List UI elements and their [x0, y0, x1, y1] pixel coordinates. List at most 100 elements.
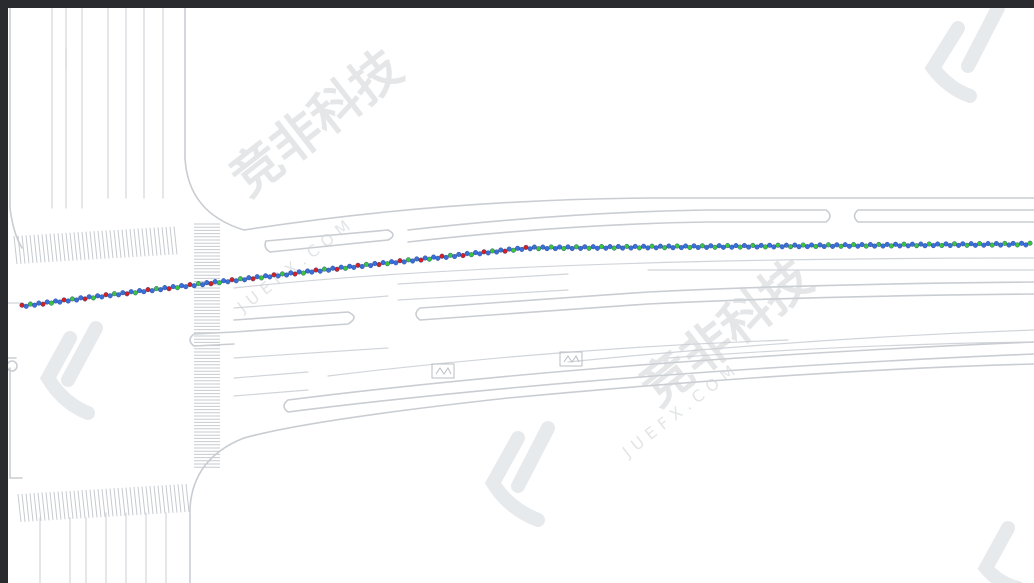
- trajectory-point[interactable]: [515, 245, 521, 251]
- trajectory-point[interactable]: [603, 245, 609, 251]
- trajectory-point[interactable]: [981, 242, 987, 248]
- trajectory-point[interactable]: [758, 242, 764, 248]
- trajectory-point[interactable]: [611, 245, 617, 251]
- trajectory-point[interactable]: [914, 243, 920, 249]
- trajectory-point[interactable]: [884, 241, 890, 247]
- trajectory-point[interactable]: [951, 241, 957, 247]
- trajectory-point[interactable]: [825, 242, 831, 248]
- trajectory-point[interactable]: [317, 268, 323, 274]
- trajectory-point[interactable]: [716, 243, 722, 249]
- trajectory-point[interactable]: [90, 295, 96, 301]
- trajectory-point[interactable]: [594, 245, 600, 251]
- trajectory-point[interactable]: [342, 265, 348, 271]
- trajectory-point[interactable]: [61, 297, 67, 303]
- trajectory-point[interactable]: [221, 278, 227, 284]
- trajectory-point[interactable]: [926, 241, 932, 247]
- trajectory-point[interactable]: [40, 301, 46, 307]
- trajectory-point[interactable]: [632, 243, 638, 249]
- trajectory-point[interactable]: [607, 244, 613, 250]
- trajectory-point[interactable]: [275, 273, 281, 279]
- trajectory-point[interactable]: [977, 241, 983, 247]
- trajectory-point[interactable]: [628, 245, 634, 251]
- trajectory-point[interactable]: [998, 242, 1004, 248]
- trajectory-point[interactable]: [792, 242, 798, 248]
- trajectory-point[interactable]: [771, 244, 777, 250]
- trajectory-point[interactable]: [397, 258, 403, 264]
- trajectory-point[interactable]: [813, 243, 819, 249]
- trajectory-point[interactable]: [267, 274, 273, 280]
- trajectory-point[interactable]: [86, 294, 92, 300]
- trajectory-point[interactable]: [149, 288, 155, 294]
- trajectory-point[interactable]: [380, 260, 386, 266]
- trajectory-point[interactable]: [565, 244, 571, 250]
- trajectory-point[interactable]: [347, 263, 353, 269]
- trajectory-point[interactable]: [1014, 242, 1020, 248]
- trajectory-point[interactable]: [968, 241, 974, 247]
- trajectory-point[interactable]: [53, 298, 59, 304]
- trajectory-point[interactable]: [384, 261, 390, 267]
- trajectory-point[interactable]: [296, 269, 302, 275]
- trajectory-point[interactable]: [960, 241, 966, 247]
- trajectory-point[interactable]: [909, 241, 915, 247]
- trajectory-point[interactable]: [548, 244, 554, 250]
- trajectory-point[interactable]: [200, 282, 206, 288]
- trajectory-point[interactable]: [321, 266, 327, 272]
- trajectory-point[interactable]: [527, 246, 533, 252]
- trajectory-point[interactable]: [855, 243, 861, 249]
- trajectory-point[interactable]: [174, 285, 180, 291]
- trajectory-point[interactable]: [956, 242, 962, 248]
- trajectory-point[interactable]: [1002, 240, 1008, 246]
- trajectory-point[interactable]: [69, 296, 75, 302]
- trajectory-point[interactable]: [36, 300, 42, 306]
- trajectory-point[interactable]: [212, 279, 218, 285]
- trajectory-point[interactable]: [800, 242, 806, 248]
- trajectory-point[interactable]: [78, 295, 84, 301]
- trajectory-point[interactable]: [788, 244, 794, 250]
- trajectory-point[interactable]: [939, 242, 945, 248]
- trajectory-point[interactable]: [162, 285, 168, 291]
- trajectory-point[interactable]: [338, 264, 344, 270]
- trajectory-point[interactable]: [166, 286, 172, 292]
- trajectory-point[interactable]: [641, 243, 647, 249]
- trajectory-point[interactable]: [1023, 242, 1029, 248]
- trajectory-point[interactable]: [510, 247, 516, 253]
- trajectory-point[interactable]: [905, 243, 911, 249]
- trajectory-point[interactable]: [737, 244, 743, 250]
- trajectory-point[interactable]: [712, 244, 718, 250]
- trajectory-point[interactable]: [523, 244, 529, 250]
- trajectory-point[interactable]: [82, 296, 88, 302]
- trajectory-point[interactable]: [132, 290, 138, 296]
- trajectory-point[interactable]: [867, 241, 873, 247]
- trajectory-point[interactable]: [250, 276, 256, 282]
- trajectory-point[interactable]: [279, 271, 285, 277]
- trajectory-point[interactable]: [674, 243, 680, 249]
- trajectory-point[interactable]: [624, 243, 630, 249]
- trajectory-point[interactable]: [447, 252, 453, 258]
- trajectory-point[interactable]: [552, 246, 558, 252]
- trajectory-point[interactable]: [103, 292, 109, 298]
- trajectory-point[interactable]: [372, 260, 378, 266]
- trajectory-point[interactable]: [19, 302, 25, 308]
- trajectory-point[interactable]: [506, 246, 512, 252]
- trajectory-point[interactable]: [704, 244, 710, 250]
- trajectory-point[interactable]: [246, 275, 252, 281]
- trajectory-point[interactable]: [401, 259, 407, 265]
- trajectory-point[interactable]: [725, 243, 731, 249]
- trajectory-point[interactable]: [128, 289, 134, 295]
- trajectory-point[interactable]: [330, 265, 336, 271]
- trajectory-point[interactable]: [468, 252, 474, 258]
- trajectory-point[interactable]: [846, 243, 852, 249]
- trajectory-point[interactable]: [922, 243, 928, 249]
- trajectory-point[interactable]: [1027, 240, 1033, 246]
- trajectory-point[interactable]: [326, 267, 332, 273]
- trajectory-point[interactable]: [288, 270, 294, 276]
- trajectory-point[interactable]: [145, 287, 151, 293]
- trajectory-point[interactable]: [615, 243, 621, 249]
- trajectory-point[interactable]: [410, 258, 416, 264]
- trajectory-point[interactable]: [695, 244, 701, 250]
- trajectory-point[interactable]: [830, 243, 836, 249]
- trajectory-point[interactable]: [678, 245, 684, 251]
- trajectory-point[interactable]: [170, 284, 176, 290]
- trajectory-point[interactable]: [754, 244, 760, 250]
- trajectory-point[interactable]: [351, 264, 357, 270]
